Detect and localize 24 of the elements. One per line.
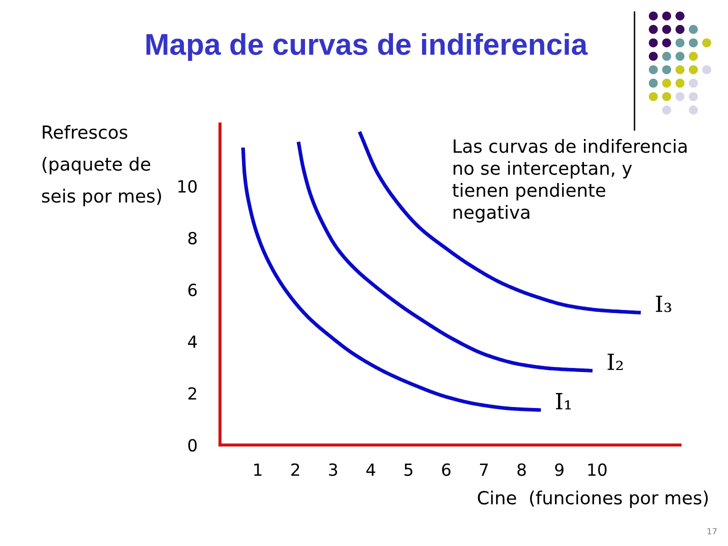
x-tick-label: 10 [588,463,607,476]
x-tick-label: 4 [366,464,376,476]
text: 17 [708,528,717,534]
series-label: I₃ [656,296,672,312]
x-axis-title: Cine (funciones por mes) [478,490,708,508]
y-tick-label: 6 [188,284,197,296]
annotation: Las curvas de indiferencia no se interceptan, y tienen pendiente negativa [452,139,687,222]
x-tick-label: 5 [404,464,412,476]
x-tick-label: 6 [442,463,450,476]
y-tick-label: 0 [188,438,197,452]
chart-title: Mapa de curvas de indiferencia [146,33,588,61]
y-tick-label: 10 [178,180,197,193]
x-tick-label: 8 [517,463,526,476]
y-tick-label: 4 [188,336,197,348]
series-label: I₁ [556,393,571,410]
y-tick-label: 8 [188,232,197,244]
x-tick-label: 2 [291,463,300,476]
x-tick-label: 3 [329,463,338,476]
y-tick-label: 2 [188,387,196,400]
series-label: I₂ [608,354,623,370]
y-axis-title: Refrescos (paquete de seis por mes) [42,124,162,206]
x-tick-label: 7 [480,464,488,476]
x-tick-label: 9 [555,463,564,476]
x-tick-label: 1 [254,464,262,476]
